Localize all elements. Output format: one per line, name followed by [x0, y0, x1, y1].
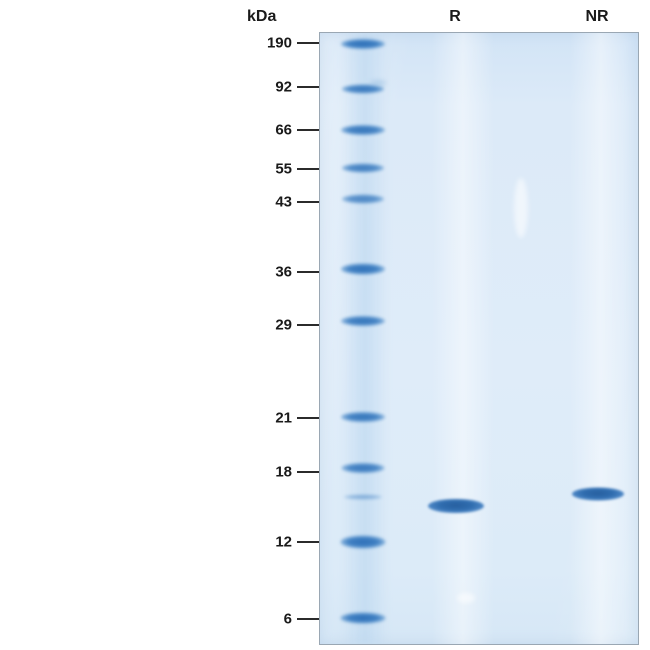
mw-tick-66 — [297, 129, 319, 131]
mw-tick-18 — [297, 471, 319, 473]
mw-label-36: 36 — [275, 263, 292, 281]
lane-header-r: R — [449, 8, 461, 25]
mw-label-92: 92 — [275, 78, 292, 96]
ladder-band-12 — [340, 535, 386, 549]
lane-header-nr: NR — [585, 8, 609, 25]
mw-label-29: 29 — [275, 316, 292, 334]
mw-label-43: 43 — [275, 193, 292, 211]
lane-streak-r — [432, 33, 494, 644]
ladder-band-66 — [341, 125, 385, 135]
mw-tick-6 — [297, 618, 319, 620]
mw-tick-29 — [297, 324, 319, 326]
ladder-band-36 — [341, 263, 385, 275]
ladder-band-faint — [344, 494, 382, 500]
kda-axis-title: kDa — [247, 8, 277, 25]
mw-label-18: 18 — [275, 463, 292, 481]
ladder-band-21 — [341, 412, 385, 422]
mw-label-55: 55 — [275, 160, 292, 178]
mw-label-66: 66 — [275, 121, 292, 139]
mw-tick-92 — [297, 86, 319, 88]
ladder-band-18 — [341, 463, 385, 473]
ladder-band-29 — [341, 316, 385, 326]
mw-tick-55 — [297, 168, 319, 170]
ladder-band-6 — [340, 612, 386, 624]
mw-tick-190 — [297, 42, 319, 44]
lane-streak-nr — [570, 33, 632, 644]
mw-label-190: 190 — [266, 34, 292, 52]
mw-tick-12 — [297, 541, 319, 543]
mw-tick-36 — [297, 271, 319, 273]
mw-label-21: 21 — [275, 409, 292, 427]
sample-band-r — [428, 499, 484, 513]
mw-tick-21 — [297, 417, 319, 419]
ladder-band-92 — [342, 84, 384, 94]
sample-band-nr — [572, 487, 624, 501]
ladder-band-43 — [342, 194, 384, 204]
mw-label-6: 6 — [283, 610, 292, 628]
mw-tick-43 — [297, 201, 319, 203]
ladder-band-55 — [342, 163, 384, 173]
gel-image — [319, 32, 639, 645]
gel-artifact-upper — [514, 178, 528, 238]
gel-artifact-lower — [457, 593, 475, 603]
ladder-band-190 — [341, 39, 385, 49]
mw-label-12: 12 — [275, 533, 292, 551]
